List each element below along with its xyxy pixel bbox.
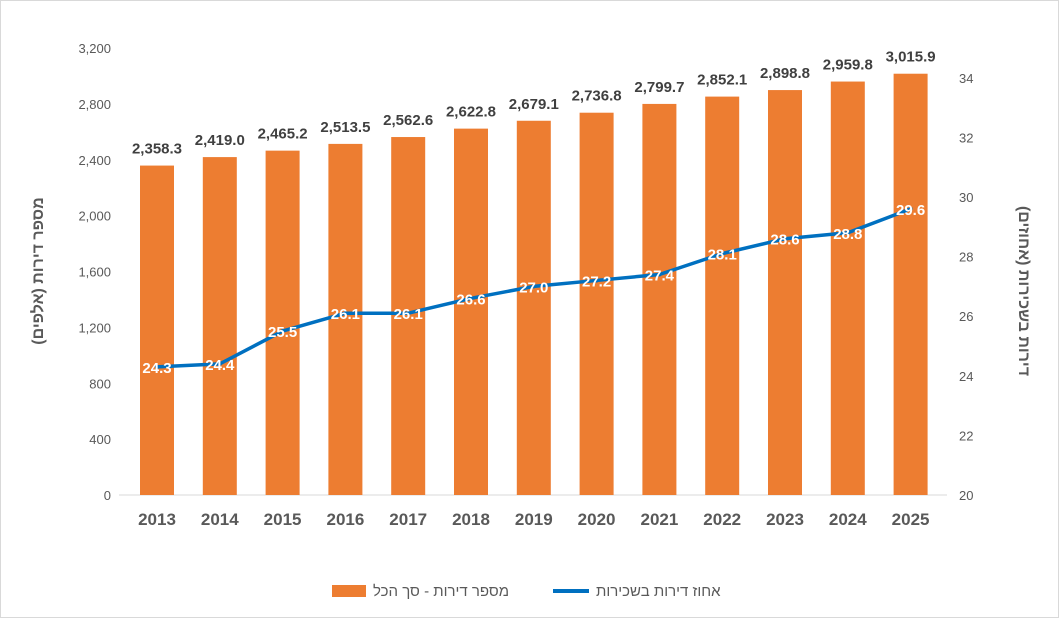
bar-data-label: 2,358.3 bbox=[132, 141, 182, 158]
x-tick-label: 2020 bbox=[578, 510, 616, 529]
line-data-label: 24.4 bbox=[205, 357, 235, 374]
bar-data-label: 2,679.1 bbox=[509, 96, 559, 113]
x-tick-label: 2017 bbox=[389, 510, 427, 529]
y2-axis-title: דירות בשכירות (אחוזים) bbox=[1015, 206, 1032, 376]
y-axis-title: מספר דירות (אלפים) bbox=[29, 197, 47, 344]
line-point bbox=[908, 206, 913, 211]
bar bbox=[328, 143, 363, 496]
line-point bbox=[217, 361, 222, 366]
x-tick-label: 2013 bbox=[138, 510, 176, 529]
bar bbox=[642, 103, 677, 496]
y-tick-label: 0 bbox=[104, 488, 111, 503]
bar-data-label: 2,852.1 bbox=[697, 72, 747, 89]
y2-tick-label: 20 bbox=[959, 488, 973, 503]
line-data-label: 28.6 bbox=[770, 232, 799, 249]
x-tick-label: 2021 bbox=[640, 510, 678, 529]
y2-tick-label: 24 bbox=[959, 369, 973, 384]
y-tick-label: 800 bbox=[89, 376, 111, 391]
legend-bar-label: מספר דירות - סך הכל bbox=[373, 583, 509, 600]
line-point bbox=[280, 329, 285, 334]
bar bbox=[705, 96, 740, 495]
bar-data-label: 2,465.2 bbox=[258, 126, 308, 143]
y-tick-label: 3,200 bbox=[78, 41, 111, 56]
y-tick-label: 2,800 bbox=[78, 97, 111, 112]
bar bbox=[454, 128, 488, 495]
bar bbox=[265, 150, 300, 495]
bar-data-label: 2,959.8 bbox=[823, 57, 873, 74]
bar-data-label: 3,015.9 bbox=[886, 49, 936, 66]
line-point bbox=[783, 236, 787, 241]
y2-tick-label: 28 bbox=[959, 250, 973, 265]
bar-data-label: 2,736.8 bbox=[572, 88, 622, 105]
bar bbox=[830, 81, 865, 495]
bar-data-label: 2,898.8 bbox=[760, 65, 810, 82]
x-tick-label: 2023 bbox=[766, 510, 804, 529]
line-point bbox=[657, 272, 662, 277]
line-point bbox=[720, 251, 725, 256]
y-tick-label: 2,400 bbox=[78, 153, 111, 168]
line-data-label: 25.5 bbox=[268, 324, 297, 341]
y2-tick-label: 22 bbox=[959, 428, 973, 443]
line-data-label: 26.1 bbox=[394, 306, 423, 323]
x-tick-label: 2022 bbox=[703, 510, 741, 529]
y2-tick-label: 30 bbox=[959, 190, 973, 205]
x-tick-label: 2024 bbox=[829, 510, 867, 529]
legend-line-label: אחוז דירות בשכירות bbox=[596, 583, 721, 600]
line-data-label: 26.6 bbox=[456, 291, 485, 308]
x-tick-label: 2019 bbox=[515, 510, 553, 529]
legend: מספר דירות - סך הכל אחוז דירות בשכירות bbox=[332, 583, 721, 600]
line-point bbox=[594, 278, 599, 283]
x-tick-label: 2025 bbox=[892, 510, 930, 529]
line-data-label: 29.6 bbox=[896, 202, 925, 219]
line-point bbox=[469, 296, 473, 301]
line-data-label: 27.0 bbox=[519, 279, 548, 296]
y-tick-label: 1,600 bbox=[78, 265, 111, 280]
bar-data-label: 2,513.5 bbox=[320, 119, 370, 136]
bar bbox=[516, 120, 551, 496]
bar bbox=[202, 157, 237, 495]
x-tick-label: 2016 bbox=[326, 510, 364, 529]
bar-data-label: 2,562.6 bbox=[383, 112, 433, 129]
y2-tick-label: 26 bbox=[959, 309, 973, 324]
y-tick-label: 2,000 bbox=[78, 209, 111, 224]
bar-data-label: 2,622.8 bbox=[446, 104, 496, 121]
legend-bar-swatch bbox=[332, 585, 366, 597]
line-data-label: 28.1 bbox=[708, 247, 737, 264]
y2-tick-label: 34 bbox=[959, 71, 973, 86]
line-data-label: 28.8 bbox=[833, 226, 862, 243]
line-point bbox=[155, 364, 159, 369]
bar-data-label: 2,419.0 bbox=[195, 132, 245, 149]
line-data-label: 24.3 bbox=[142, 360, 171, 377]
line-point bbox=[845, 230, 850, 235]
bar-data-label: 2,799.7 bbox=[634, 79, 684, 96]
x-tick-label: 2014 bbox=[201, 510, 239, 529]
bar bbox=[579, 112, 614, 495]
bar bbox=[391, 137, 426, 496]
bar bbox=[893, 73, 928, 496]
bar bbox=[140, 165, 174, 496]
line-data-label: 27.4 bbox=[645, 267, 675, 284]
x-tick-label: 2015 bbox=[264, 510, 302, 529]
line-data-label: 26.1 bbox=[331, 306, 360, 323]
y-tick-label: 1,200 bbox=[78, 320, 111, 335]
line-point bbox=[343, 311, 348, 316]
line-point bbox=[531, 284, 536, 289]
line-data-label: 27.2 bbox=[582, 273, 611, 290]
x-tick-label: 2018 bbox=[452, 510, 490, 529]
y2-tick-label: 32 bbox=[959, 130, 973, 145]
bar bbox=[768, 90, 802, 495]
y-tick-label: 400 bbox=[89, 432, 111, 447]
line-point bbox=[406, 311, 411, 316]
